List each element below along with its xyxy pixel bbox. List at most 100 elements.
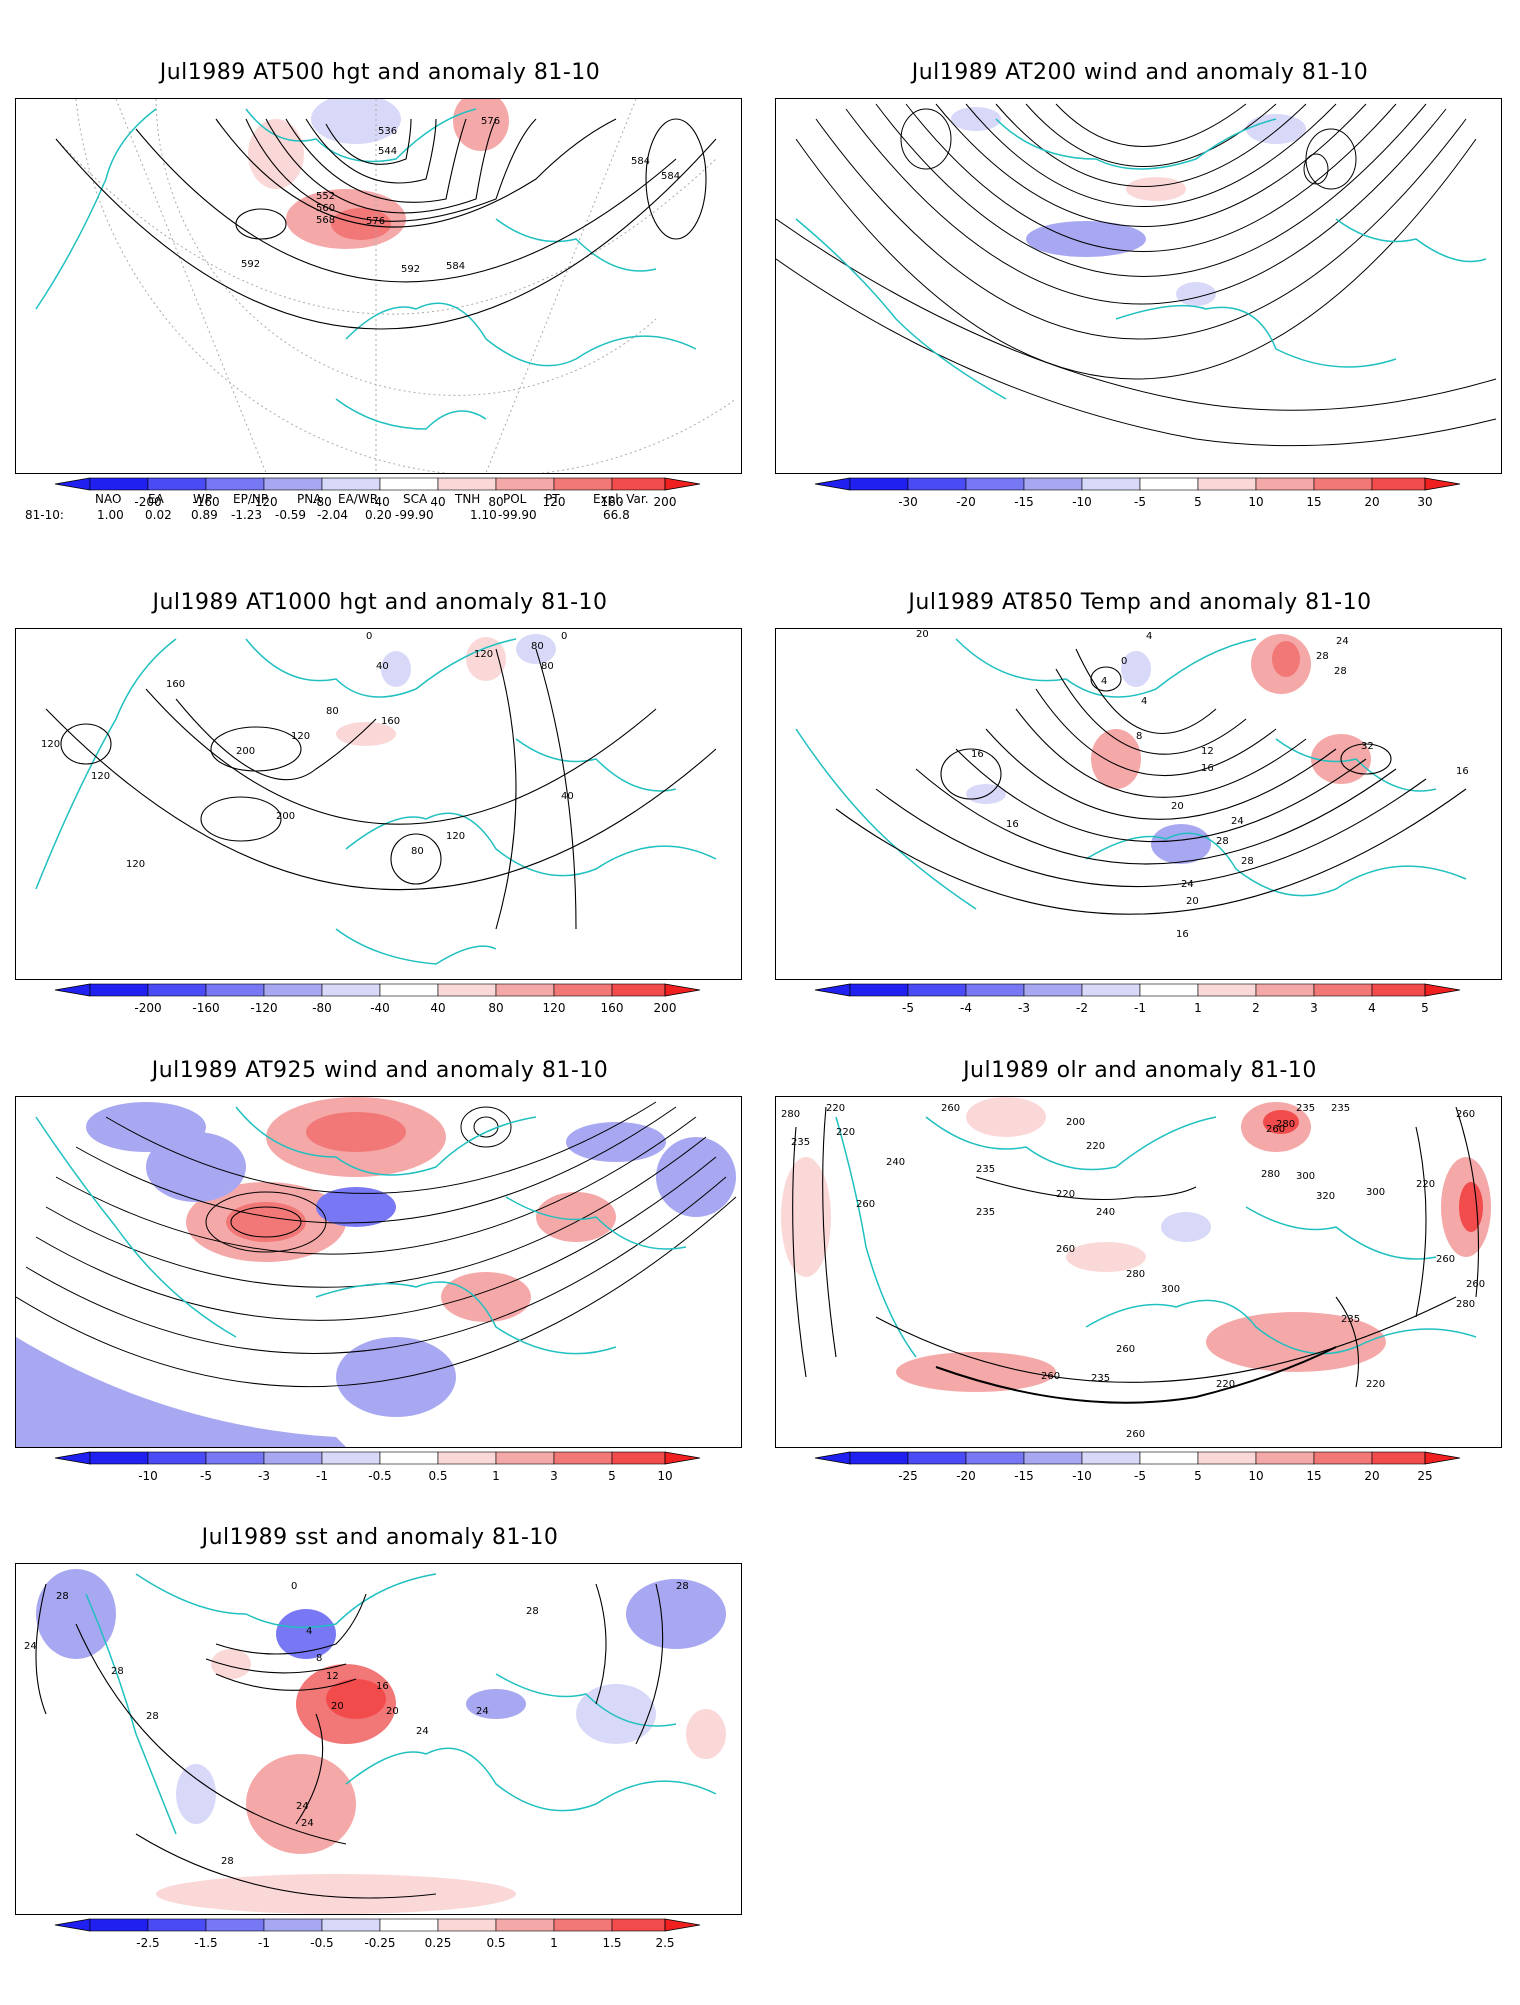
contour-label: 0 [561, 631, 567, 642]
cbar-arrow-low [54, 1918, 91, 1932]
map-svg: 28 24 28 28 24 20 16 12 8 4 0 20 24 24 2… [24, 1569, 726, 1914]
contours [45, 648, 717, 930]
index-header: EA/WR [338, 492, 379, 506]
contour-label: 260 [856, 1199, 875, 1210]
map-svg: 0 40 80 80 80 120 120 120 120 120 160 16… [35, 631, 717, 965]
anomaly-blob [381, 651, 411, 687]
contour-label: 8 [316, 1653, 322, 1664]
cbar-tick: -10 [138, 1469, 158, 1483]
contour-label: 280 [1456, 1299, 1475, 1310]
cbar-tick: 3 [1310, 1001, 1318, 1015]
contour-label: 4 [1141, 696, 1147, 707]
cbar-tick: 1 [550, 1936, 558, 1950]
cbar-arrow-low [814, 1451, 851, 1465]
cbar-tick: -120 [250, 1001, 277, 1015]
cbar-tick: -2.5 [136, 1936, 159, 1950]
contour-label: 16 [1006, 819, 1019, 830]
index-header: POL [503, 492, 527, 506]
contour-label: 260 [1126, 1429, 1145, 1440]
coastlines [35, 1106, 687, 1355]
cbar-tick: 40 [430, 1001, 445, 1015]
anomaly-blob [311, 99, 401, 144]
map-plot [15, 1096, 742, 1448]
contour-label: 20 [1186, 896, 1199, 907]
contour-labels: 280 220 220 235 260 260 240 235 200 220 … [781, 1103, 1485, 1440]
contour-label: 592 [241, 259, 260, 270]
panel-title: Jul1989 olr and anomaly 81-10 [963, 1058, 1317, 1083]
contour-label: 220 [826, 1103, 845, 1114]
cbar-tick: -4 [960, 1001, 972, 1015]
grid-lines [55, 99, 737, 473]
contour-label: 4 [1146, 631, 1152, 642]
panel-title: Jul1989 AT1000 hgt and anomaly 81-10 [152, 590, 608, 615]
contour-label: 200 [236, 746, 255, 757]
coastlines [795, 118, 1487, 400]
anomaly-shading [336, 634, 556, 746]
contour-label: 28 [526, 1606, 539, 1617]
contour-label: 28 [146, 1711, 159, 1722]
anomaly-blob [1121, 651, 1151, 687]
index-value-row: 81-10: 1.00 0.02 0.89 -1.23 -0.59 -2.04 … [25, 508, 725, 524]
cbar-tick: -40 [370, 495, 390, 509]
cbar-tick: -120 [250, 495, 277, 509]
contour-label: 24 [296, 1801, 309, 1812]
cbar-arrow-high [1424, 983, 1461, 997]
contour-label: 280 [1276, 1119, 1295, 1130]
anomaly-blob [951, 107, 1001, 131]
anomaly-blob [1459, 1182, 1483, 1232]
colorbar-svg: -200 -160 -120 -80 -40 40 80 120 160 200 [54, 983, 701, 1015]
cbar-tick: 160 [601, 495, 624, 509]
streamlines [776, 103, 1497, 447]
contour-label: 20 [386, 1706, 399, 1717]
contour-label: 235 [1341, 1314, 1360, 1325]
anomaly-blob [466, 637, 506, 681]
contour-label: 260 [1456, 1109, 1475, 1120]
colorbar: -5 -4 -3 -2 -1 1 2 3 4 5 [814, 983, 1461, 1024]
contour-label: 220 [1416, 1179, 1435, 1190]
cbar-tick: 120 [543, 1001, 566, 1015]
coastlines [835, 1116, 1477, 1358]
contour-label: 120 [474, 649, 493, 660]
contour-label: 220 [1086, 1141, 1105, 1152]
colorbar: -200 -160 -120 -80 -40 40 80 120 160 200 [54, 983, 701, 1024]
panel-title: Jul1989 AT850 Temp and anomaly 81-10 [908, 590, 1372, 615]
cbar-tick: 80 [488, 495, 503, 509]
cbar-tick: -20 [956, 495, 976, 509]
cbar-arrow-high [1424, 477, 1461, 491]
cbar-tick: 5 [1194, 1469, 1202, 1483]
index-header: PNA [297, 492, 322, 506]
anomaly-blob [316, 1187, 396, 1227]
contour-label: 120 [291, 731, 310, 742]
cbar-tick: 10 [1248, 495, 1263, 509]
anomaly-blob [576, 1684, 656, 1744]
cbar-tick: -1 [1134, 1001, 1146, 1015]
contour-label: 20 [916, 629, 929, 640]
contour-label: 80 [411, 846, 424, 857]
contour-label: 4 [1101, 676, 1107, 687]
contour-label: 28 [56, 1591, 69, 1602]
contour-label: 200 [276, 811, 295, 822]
contour-label: 0 [366, 631, 372, 642]
colorbar-svg: -200 -160 -120 -80 -40 40 80 120 160 200 [54, 477, 701, 509]
index-value: 1.10 [470, 508, 497, 522]
cbar-arrow-high [664, 477, 701, 491]
cbar-tick: 200 [654, 495, 677, 509]
index-header: EA [148, 492, 164, 506]
cbar-tick: -5 [200, 1469, 212, 1483]
panel-title: Jul1989 AT925 wind and anomaly 81-10 [151, 1058, 609, 1083]
anomaly-blob [326, 1679, 386, 1719]
cbar-arrow-high [1424, 1451, 1461, 1465]
contour-label: 568 [316, 215, 335, 226]
contours [55, 118, 717, 330]
cbar-tick: 5 [608, 1469, 616, 1483]
cbar-tick: -5 [902, 1001, 914, 1015]
contour-label: 4 [306, 1626, 312, 1637]
anomaly-blob [1161, 1212, 1211, 1242]
cbar-tick: -200 [134, 495, 161, 509]
anomaly-blob [248, 119, 304, 189]
colorbar: -30 -20 -15 -10 -5 5 10 15 20 30 [814, 477, 1461, 518]
cbar-tick: -3 [1018, 1001, 1030, 1015]
cbar-arrow-high [664, 983, 701, 997]
cbar-tick: -0.5 [310, 1936, 333, 1950]
streamlines [16, 1101, 737, 1388]
